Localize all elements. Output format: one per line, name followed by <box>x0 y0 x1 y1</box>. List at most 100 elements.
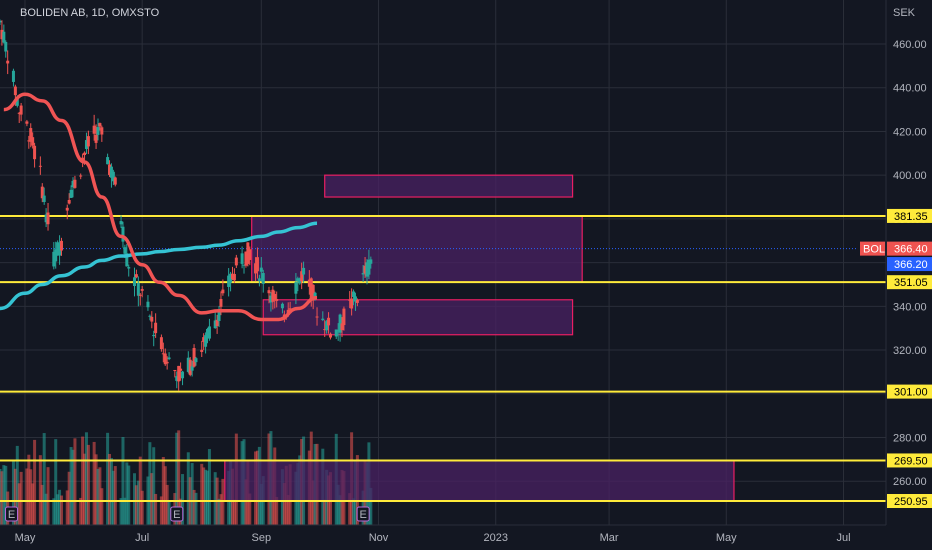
symbol-tag <box>860 241 885 256</box>
volume-bar <box>323 499 327 525</box>
volume-bar <box>19 471 23 525</box>
time-axis-ticks[interactable]: May Jul Sep Nov 2023 Mar May Jul <box>15 532 851 544</box>
candle-body <box>246 242 250 264</box>
candle-body <box>192 348 196 367</box>
volume-bar <box>67 471 71 525</box>
candle-body <box>25 121 29 124</box>
volume-bar <box>108 453 112 525</box>
candle-body <box>11 70 15 82</box>
candle-body <box>4 41 8 52</box>
candle-body <box>363 265 367 274</box>
volume-bar <box>259 483 263 525</box>
candle-body <box>288 308 292 310</box>
candle-body <box>132 277 136 287</box>
candle-body <box>148 315 152 317</box>
price-tick-label: 440.00 <box>893 83 927 95</box>
candle-body <box>355 299 359 303</box>
volume-bar <box>125 462 129 525</box>
candle-body <box>367 259 371 275</box>
price-tick-label: 400.00 <box>893 170 927 182</box>
candle-body <box>92 125 96 134</box>
volume-bar <box>213 472 217 525</box>
candle-body <box>31 137 35 146</box>
volume-bar <box>194 492 198 525</box>
candle-body <box>257 278 261 281</box>
volume-bar <box>96 468 100 525</box>
event-marker-label: E <box>173 509 180 521</box>
candle-body <box>361 273 365 275</box>
candle-body <box>206 328 210 338</box>
level-tag-label: 381.35 <box>894 211 928 223</box>
volume-bar <box>134 485 138 525</box>
candle-body <box>240 253 244 264</box>
volume-bar <box>204 469 208 525</box>
level-tag <box>887 275 932 290</box>
candle-body <box>352 291 356 298</box>
candle-body <box>200 349 204 352</box>
event-marker <box>356 506 370 522</box>
price-axis-currency: SEK <box>893 7 916 19</box>
candle-body <box>59 240 63 251</box>
last-price-tag <box>887 241 932 256</box>
horizontal-levels[interactable] <box>0 214 886 503</box>
candle-body <box>179 368 183 371</box>
volume-bar <box>71 449 75 525</box>
volume-bar <box>58 489 62 525</box>
candle-body <box>6 60 10 64</box>
candle-body <box>227 275 231 287</box>
time-tick-label: May <box>716 532 737 544</box>
candle-body <box>177 365 181 382</box>
volume-bar <box>123 497 127 525</box>
candle-body <box>194 358 198 363</box>
price-tick-label: 320.00 <box>893 345 927 357</box>
volume-bar <box>186 452 190 525</box>
candle-body <box>244 251 248 266</box>
volume-bar <box>152 447 156 525</box>
volume-bar <box>232 499 236 525</box>
candle-body <box>67 199 71 204</box>
candle-body <box>38 165 42 167</box>
candle-body <box>232 273 236 281</box>
zone-box <box>262 299 574 336</box>
candle-body <box>127 267 131 269</box>
price-tick-label: 460.00 <box>893 39 927 51</box>
time-tick-label: 2023 <box>483 532 507 544</box>
candle-body <box>302 267 306 275</box>
volume-bar <box>0 471 4 525</box>
candle-body <box>42 195 46 202</box>
volume-bar <box>31 483 35 525</box>
candle-body <box>188 359 192 375</box>
last-price-tag-label: 366.40 <box>894 244 928 256</box>
candle-body <box>369 259 373 264</box>
candle-body <box>342 308 346 326</box>
candle-body <box>159 337 163 350</box>
volume-bar <box>127 465 131 525</box>
candle-body <box>230 273 234 280</box>
candle-body <box>134 274 138 278</box>
candle-body <box>327 317 331 326</box>
volume-bar <box>100 488 104 525</box>
volume-bar <box>27 454 31 525</box>
candle-body <box>150 316 154 322</box>
zone-box <box>224 459 735 502</box>
candle-body <box>186 357 190 372</box>
candle-body <box>350 298 354 309</box>
volume-bar <box>29 469 33 525</box>
candle-body <box>58 244 62 256</box>
time-axis-background <box>0 525 932 550</box>
volume-bar <box>98 467 102 525</box>
candle-body <box>108 164 112 175</box>
volume-bar <box>248 493 252 525</box>
candle-body <box>321 318 325 321</box>
candle-body <box>334 329 338 337</box>
volume-bar <box>40 484 44 525</box>
candle-body <box>100 127 104 135</box>
volume-bar <box>217 498 221 525</box>
candle-body <box>219 298 223 307</box>
volume-bar <box>83 453 87 525</box>
candle-body <box>315 316 319 318</box>
volume-bar <box>181 474 185 525</box>
